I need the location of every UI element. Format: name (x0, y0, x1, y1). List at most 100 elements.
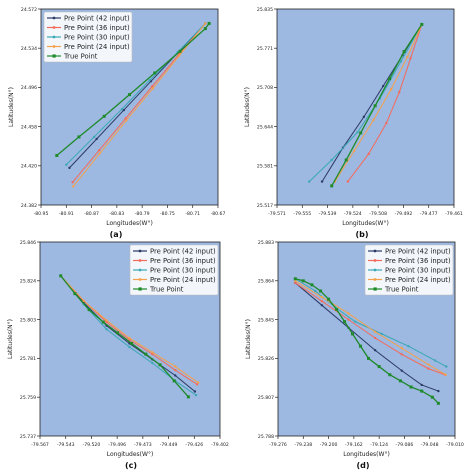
data-point (101, 320, 105, 324)
y-tick-label: 25.864 (258, 279, 274, 285)
data-point (327, 297, 331, 301)
legend-label: Pre Point (36 input) (150, 257, 216, 265)
data-point (400, 346, 403, 350)
data-point (330, 158, 333, 162)
legend-label: Pre Point (36 input) (385, 257, 451, 265)
legend-marker (138, 287, 142, 291)
y-tick-label: 24.572 (21, 7, 37, 13)
data-point (382, 84, 385, 88)
data-point (373, 336, 377, 340)
data-point (335, 307, 339, 311)
data-point (433, 359, 437, 362)
legend-marker (52, 26, 56, 29)
data-point (373, 349, 377, 352)
series-line (347, 24, 423, 182)
data-point (320, 304, 324, 307)
data-point (398, 379, 402, 383)
data-point (128, 338, 131, 342)
data-point (399, 60, 403, 63)
legend-marker (373, 268, 377, 272)
data-point (307, 180, 311, 183)
data-point (409, 57, 412, 60)
data-point (430, 395, 434, 399)
x-tick-label: -79.449 (160, 442, 178, 448)
x-tick-label: -79.048 (421, 442, 439, 448)
data-point (367, 152, 370, 156)
y-tick-label: 24.496 (21, 85, 37, 91)
x-tick-label: -79.086 (396, 442, 414, 448)
data-point (174, 365, 177, 368)
data-point (158, 363, 162, 367)
data-point (293, 277, 297, 281)
data-point (362, 115, 366, 119)
data-point (420, 22, 424, 26)
legend-label: Pre Point (42 input) (385, 248, 451, 256)
data-point (347, 318, 350, 321)
data-point (122, 108, 126, 112)
x-tick-label: -79.571 (268, 211, 286, 217)
data-point (59, 274, 63, 278)
data-point (436, 401, 440, 405)
data-point (105, 319, 108, 322)
data-point (388, 373, 392, 377)
data-point (366, 356, 370, 360)
y-axis-title: Latitudes(N°) (7, 319, 14, 359)
data-point (359, 344, 363, 348)
data-point (72, 185, 75, 188)
y-tick-label: 25.581 (257, 164, 273, 170)
y-axis-title: Latitudes(N°) (8, 87, 15, 127)
x-tick-label: -80.71 (185, 211, 200, 217)
data-point (372, 118, 375, 122)
data-point (402, 50, 406, 54)
data-point (148, 78, 151, 82)
y-tick-label: 24.420 (21, 164, 37, 170)
x-axis-title: Longitudes(W°) (342, 220, 389, 227)
data-point (377, 365, 381, 369)
data-point (407, 344, 410, 348)
x-tick-label: -80.67 (211, 211, 226, 217)
y-tick-label: 25.644 (257, 124, 273, 130)
y-tick-label: 25.803 (20, 317, 36, 323)
x-tick-label: -79.508 (369, 211, 387, 217)
panel-label: (d) (356, 461, 369, 470)
data-point (55, 153, 59, 157)
x-tick-label: -79.010 (446, 442, 464, 448)
y-tick-label: 25.759 (20, 395, 36, 401)
data-point (398, 91, 401, 94)
data-point (82, 299, 85, 302)
data-point (102, 114, 106, 118)
data-point (294, 281, 297, 285)
data-point (95, 137, 98, 141)
legend-marker (138, 249, 142, 253)
legend-label: Pre Point (42 input) (64, 15, 130, 23)
legend-marker (52, 16, 56, 20)
data-point (427, 367, 430, 370)
series-line (60, 275, 189, 398)
x-tick-label: -79.567 (31, 442, 49, 448)
legend-label: True Point (63, 53, 98, 61)
data-point (151, 361, 154, 365)
x-tick-label: -79.477 (420, 211, 438, 217)
y-tick-label: 25.883 (258, 240, 274, 246)
legend-box (129, 244, 219, 296)
chart-panel-b: -79.571 -79.555 -79.539 -79.524 -79.508 -79.4… (244, 7, 463, 239)
data-point (420, 383, 423, 387)
data-point (204, 22, 207, 25)
data-point (310, 283, 314, 287)
x-tick-label: -79.496 (108, 442, 126, 448)
x-tick-label: -79.555 (293, 211, 311, 217)
data-point (115, 331, 119, 335)
data-point (97, 149, 101, 152)
x-tick-label: -80.95 (34, 211, 49, 217)
legend-label: Pre Point (30 input) (150, 267, 216, 275)
x-tick-label: -79.539 (319, 211, 337, 217)
data-point (320, 180, 324, 183)
data-point (373, 330, 377, 334)
data-point (437, 389, 440, 393)
legend-label: True Point (149, 286, 184, 294)
series-line (65, 23, 206, 166)
data-point (65, 163, 68, 166)
chart-panel-d: -79.276 -79.238 -79.200 -79.162 -79.124 -79.0… (245, 240, 464, 470)
legend-marker (138, 268, 142, 272)
